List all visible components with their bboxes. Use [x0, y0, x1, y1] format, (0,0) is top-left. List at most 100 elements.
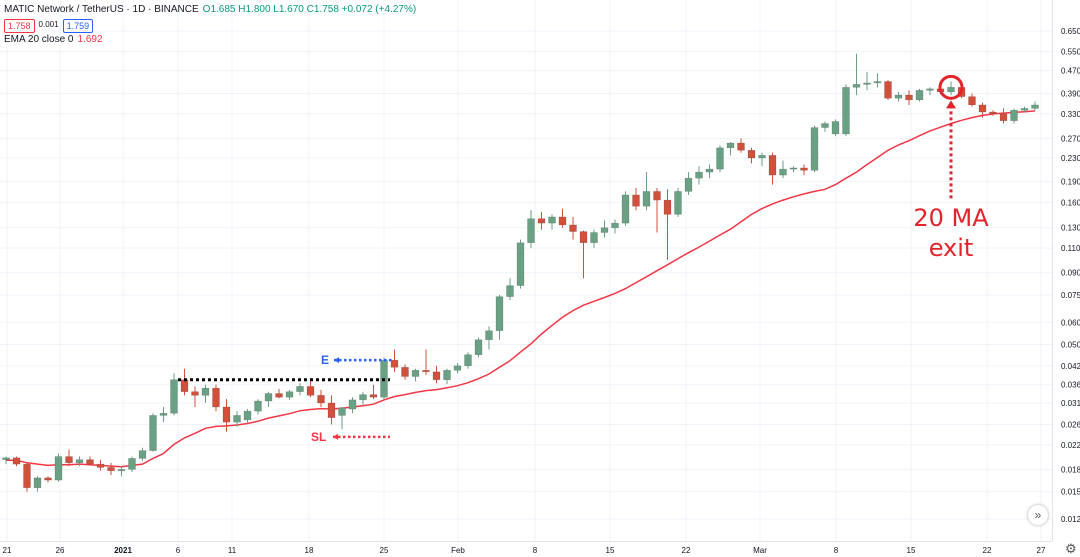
time-tick-label: Mar	[753, 546, 767, 555]
candle-body	[1031, 104, 1039, 109]
candle-up	[842, 84, 850, 137]
candle-body	[96, 463, 105, 468]
candle-up	[285, 389, 294, 400]
time-tick-label: Feb	[451, 546, 465, 555]
candle-body	[674, 191, 682, 215]
candle-body	[285, 391, 294, 398]
candle-up	[453, 362, 462, 374]
candle-down	[23, 462, 31, 492]
candle-up	[873, 73, 882, 88]
candle-up	[464, 352, 472, 369]
time-tick-label: 26	[56, 546, 65, 555]
candle-down	[905, 90, 913, 105]
price-tick-label: 0.050	[1061, 341, 1080, 350]
candle-up	[926, 87, 934, 96]
price-tick-label: 0.160	[1061, 198, 1080, 207]
time-tick-label: 11	[228, 546, 237, 555]
candle-up	[201, 384, 210, 403]
candle-down	[422, 349, 430, 375]
candle-body	[348, 399, 357, 410]
chart-legend: MATIC Network / TetherUS · 1D · BINANCE …	[4, 3, 416, 47]
buy-badge[interactable]: 1.759	[62, 19, 94, 33]
time-tick-label: 27	[1037, 546, 1046, 555]
candle-down	[653, 187, 661, 233]
time-tick-label: 25	[380, 546, 389, 555]
candle-up	[621, 191, 630, 226]
entry-arrow-head	[334, 357, 339, 364]
price-tick-label: 0.075	[1061, 291, 1080, 300]
candle-body	[726, 142, 735, 149]
time-tick-label: 15	[606, 546, 615, 555]
gear-icon[interactable]: ⚙	[1065, 541, 1077, 556]
candle-up	[159, 406, 168, 423]
scroll-to-realtime-button[interactable]: »	[1028, 505, 1048, 525]
candle-up	[831, 119, 840, 137]
candle-down	[369, 384, 378, 400]
candle-up	[170, 373, 178, 416]
candle-body	[23, 463, 31, 488]
candle-body	[873, 81, 882, 84]
candle-up	[338, 406, 346, 430]
chart-grid	[0, 0, 1052, 541]
exit-label-line1: 20 MA	[913, 204, 989, 232]
candle-up	[611, 219, 619, 234]
candle-body	[548, 216, 556, 224]
candle-body	[758, 155, 766, 159]
candle-down	[222, 399, 231, 432]
candle-down	[768, 152, 777, 185]
candle-body	[422, 370, 430, 373]
candle-body	[359, 394, 367, 401]
candle-body	[653, 191, 661, 201]
candle-body	[968, 96, 976, 106]
candle-body	[254, 400, 262, 412]
candle-up	[947, 81, 955, 96]
ema-20-layer	[6, 110, 1036, 468]
candle-down	[569, 216, 577, 240]
candle-body	[516, 242, 525, 286]
time-tick-label: 2021	[114, 546, 132, 555]
price-tick-label: 0.130	[1061, 224, 1080, 233]
candle-body	[296, 386, 304, 392]
ohlc-values: O1.685 H1.800 L1.670 C1.758 +0.072 (+4.2…	[202, 4, 417, 15]
candle-body	[989, 111, 997, 115]
double-chevron-right-icon: »	[1034, 508, 1042, 522]
candle-down	[747, 147, 756, 164]
candle-up	[779, 160, 787, 179]
candle-body	[306, 386, 315, 396]
candle-body	[201, 387, 210, 396]
candle-body	[810, 127, 819, 171]
time-tick-label: 6	[176, 546, 181, 555]
candle-up	[254, 399, 262, 415]
candle-down	[968, 93, 976, 107]
candle-body	[212, 387, 220, 408]
candle-body	[831, 121, 840, 135]
candle-body	[863, 82, 871, 85]
candle-down	[191, 386, 199, 407]
candle-down	[632, 187, 640, 211]
price-tick-label: 0.060	[1061, 318, 1080, 327]
candle-up	[600, 220, 609, 238]
candle-body	[369, 394, 378, 398]
candle-down	[12, 456, 21, 467]
ema-row[interactable]: EMA 20 close 0 1.692	[4, 33, 416, 47]
candle-down	[884, 80, 892, 100]
symbol-title[interactable]: MATIC Network / TetherUS · 1D · BINANCE	[4, 4, 199, 15]
price-tick-label: 0.036	[1061, 381, 1080, 390]
candle-body	[453, 365, 462, 371]
time-axis[interactable]: 21 26 2021 6 11 18 25 Feb 8 15 22 Mar 8 15 22 27	[0, 541, 1052, 556]
candle-up	[128, 456, 136, 473]
candle-up	[1020, 106, 1029, 113]
time-tick-label: 8	[533, 546, 538, 555]
candle-down	[989, 110, 997, 116]
candle-up	[506, 278, 514, 300]
price-axis[interactable]: 0.650 0.550 0.470 0.390 0.330 0.270 0.230 0.190…	[1052, 0, 1080, 541]
candle-body	[779, 168, 787, 176]
candle-down	[317, 389, 325, 407]
candle-body	[915, 90, 924, 101]
sell-badge[interactable]: 1.758	[4, 19, 35, 33]
time-tick-label: 22	[682, 546, 691, 555]
candle-body	[485, 330, 493, 341]
candle-down	[327, 395, 336, 425]
candle-body	[2, 457, 10, 460]
